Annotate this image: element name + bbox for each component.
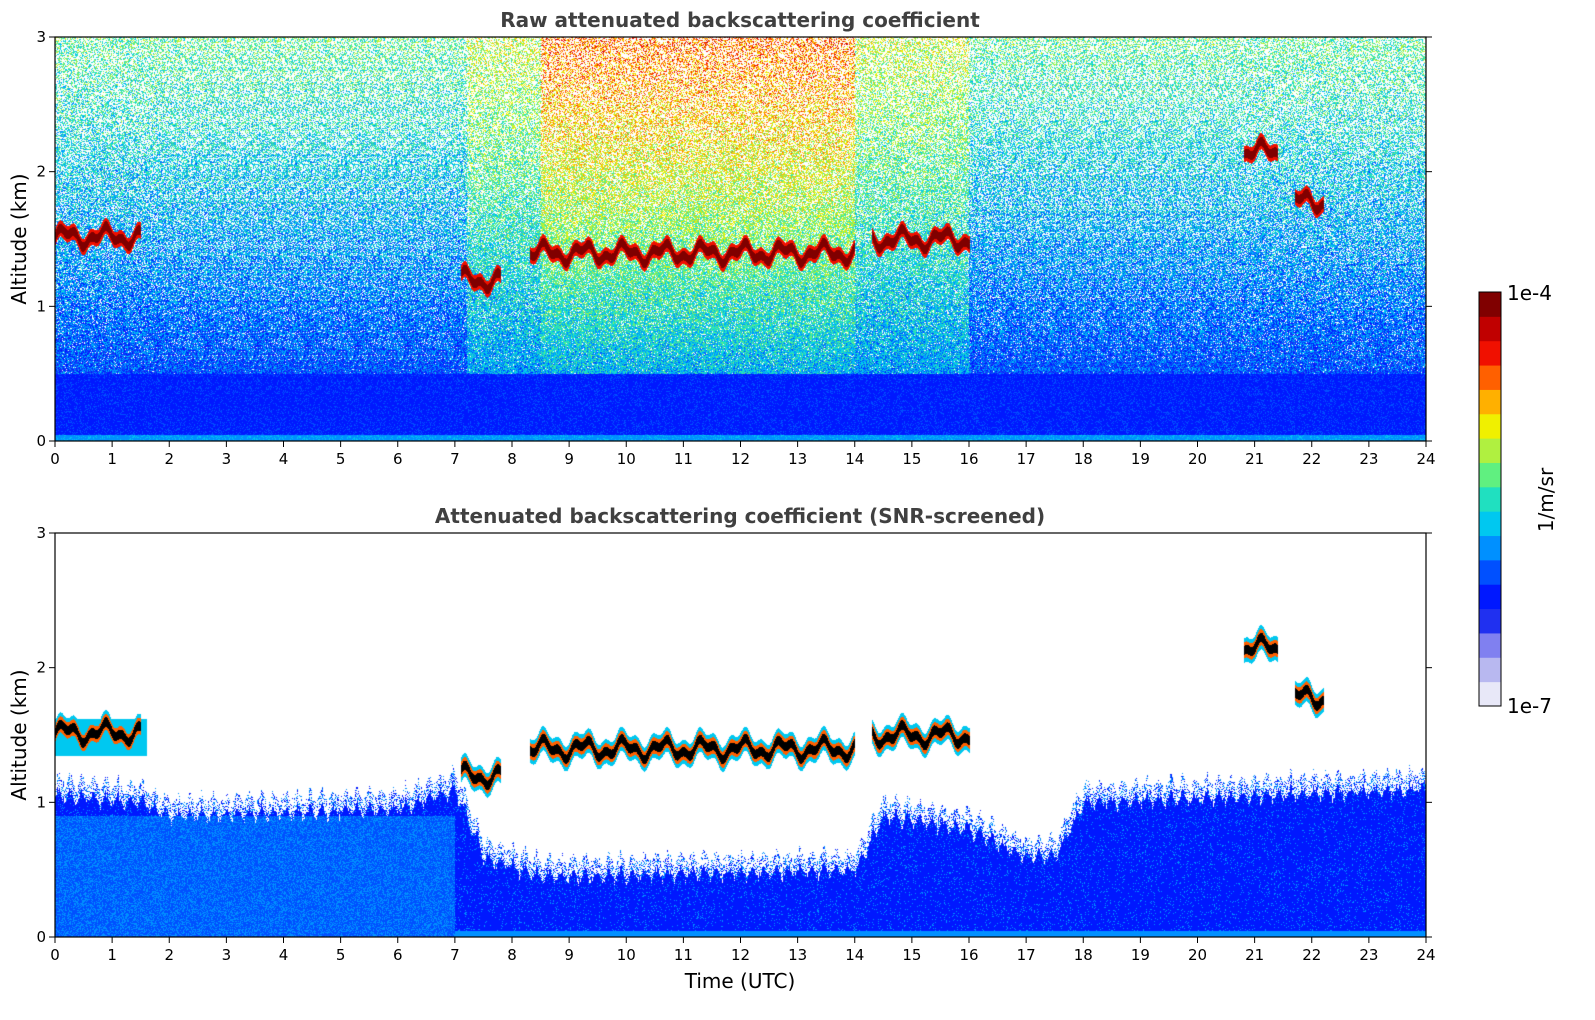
colorbar-min-label: 1e-7 (1507, 694, 1552, 718)
colorbar-step (1479, 438, 1501, 463)
x-tick-label: 21 (1245, 946, 1264, 964)
x-tick-label: 6 (393, 946, 403, 964)
x-tick-label: 20 (1188, 946, 1207, 964)
x-tick-label: 1 (107, 450, 117, 468)
x-tick-label: 18 (1074, 946, 1093, 964)
y-tick-label: 0 (36, 432, 46, 450)
colorbar-frame (1478, 291, 1502, 707)
x-tick-label: 7 (450, 946, 460, 964)
panel-screened: Attenuated backscattering coefficient (S… (7, 504, 1436, 993)
colorbar-step (1479, 340, 1501, 366)
x-tick-label: 23 (1359, 946, 1378, 964)
x-tick-label: 15 (902, 946, 921, 964)
x-tick-label: 2 (164, 450, 174, 468)
x-tick-label: 5 (336, 946, 346, 964)
x-tick-label: 17 (1017, 450, 1036, 468)
x-axis-screened: 0 1 2 3 4 5 6 7 8 9 10 11 12 13 14 15 16 17 18 19 20 21 22 23 24 (50, 937, 1436, 964)
x-tick-label: 12 (731, 450, 750, 468)
colorbar-step (1479, 486, 1501, 512)
x-tick-label: 21 (1245, 450, 1264, 468)
y-tick-label: 2 (36, 163, 46, 181)
x-axis-label: Time (UTC) (684, 969, 796, 993)
x-tick-label: 9 (564, 946, 574, 964)
x-tick-label: 24 (1416, 450, 1435, 468)
heatmap-screened (55, 533, 1426, 937)
colorbar: 1e-4 1e-7 1/m/sr (1478, 281, 1558, 718)
x-tick-label: 10 (617, 450, 636, 468)
colorbar-step (1479, 584, 1501, 610)
x-tick-label: 1 (107, 946, 117, 964)
colorbar-step (1479, 389, 1501, 415)
x-tick-label: 0 (50, 450, 60, 468)
panel-raw: Raw attenuated backscattering coefficien… (7, 8, 1436, 468)
colorbar-step (1479, 559, 1501, 585)
y-tick-label: 1 (36, 297, 46, 315)
y-axis-screened: 0 1 2 3 (36, 524, 1432, 946)
colorbar-step (1479, 462, 1501, 488)
x-tick-label: 3 (222, 946, 232, 964)
x-tick-label: 10 (617, 946, 636, 964)
x-axis-raw: 0 1 2 3 4 5 6 7 8 9 10 11 12 13 14 15 16 17 18 19 20 21 22 23 24 (50, 441, 1436, 468)
x-tick-label: 8 (507, 946, 517, 964)
colorbar-step (1479, 681, 1501, 707)
x-tick-label: 9 (564, 450, 574, 468)
colorbar-step (1479, 316, 1501, 342)
x-tick-label: 20 (1188, 450, 1207, 468)
colorbar-step (1479, 608, 1501, 634)
x-tick-label: 4 (279, 946, 289, 964)
y-tick-label: 1 (36, 793, 46, 811)
y-tick-label: 3 (36, 28, 46, 46)
y-tick-label: 0 (36, 928, 46, 946)
x-tick-label: 16 (959, 450, 978, 468)
colorbar-step (1479, 365, 1501, 390)
x-tick-label: 22 (1302, 450, 1321, 468)
colorbar-scale (1479, 292, 1501, 707)
x-tick-label: 23 (1359, 450, 1378, 468)
x-tick-label: 12 (731, 946, 750, 964)
colorbar-step (1479, 292, 1501, 317)
chart-title-raw: Raw attenuated backscattering coefficien… (500, 8, 980, 32)
x-tick-label: 19 (1131, 450, 1150, 468)
x-tick-label: 15 (902, 450, 921, 468)
x-tick-label: 18 (1074, 450, 1093, 468)
x-tick-label: 11 (674, 946, 693, 964)
x-tick-label: 8 (507, 450, 517, 468)
x-tick-label: 2 (164, 946, 174, 964)
x-tick-label: 7 (450, 450, 460, 468)
colorbar-max-label: 1e-4 (1507, 281, 1552, 305)
colorbar-unit-label: 1/m/sr (1534, 467, 1558, 532)
x-tick-label: 17 (1017, 946, 1036, 964)
colorbar-step (1479, 632, 1501, 658)
colorbar-step (1479, 535, 1501, 561)
y-axis-label-raw: Altitude (km) (7, 173, 31, 304)
x-tick-label: 14 (845, 946, 864, 964)
colorbar-step (1479, 511, 1501, 537)
chart-title-screened: Attenuated backscattering coefficient (S… (435, 504, 1045, 528)
x-tick-label: 14 (845, 450, 864, 468)
x-tick-label: 24 (1416, 946, 1435, 964)
colorbar-step (1479, 657, 1501, 683)
x-tick-label: 13 (788, 450, 807, 468)
x-tick-label: 4 (279, 450, 289, 468)
x-tick-label: 5 (336, 450, 346, 468)
y-tick-label: 2 (36, 659, 46, 677)
x-tick-label: 16 (959, 946, 978, 964)
y-tick-label: 3 (36, 524, 46, 542)
x-tick-label: 19 (1131, 946, 1150, 964)
x-tick-label: 11 (674, 450, 693, 468)
heatmap-raw (55, 37, 1426, 441)
x-tick-label: 22 (1302, 946, 1321, 964)
x-tick-label: 0 (50, 946, 60, 964)
y-axis-raw: 0 1 2 3 (36, 28, 1432, 450)
colorbar-step (1479, 413, 1501, 439)
x-tick-label: 3 (222, 450, 232, 468)
x-tick-label: 13 (788, 946, 807, 964)
x-tick-label: 6 (393, 450, 403, 468)
y-axis-label-screened: Altitude (km) (7, 669, 31, 800)
